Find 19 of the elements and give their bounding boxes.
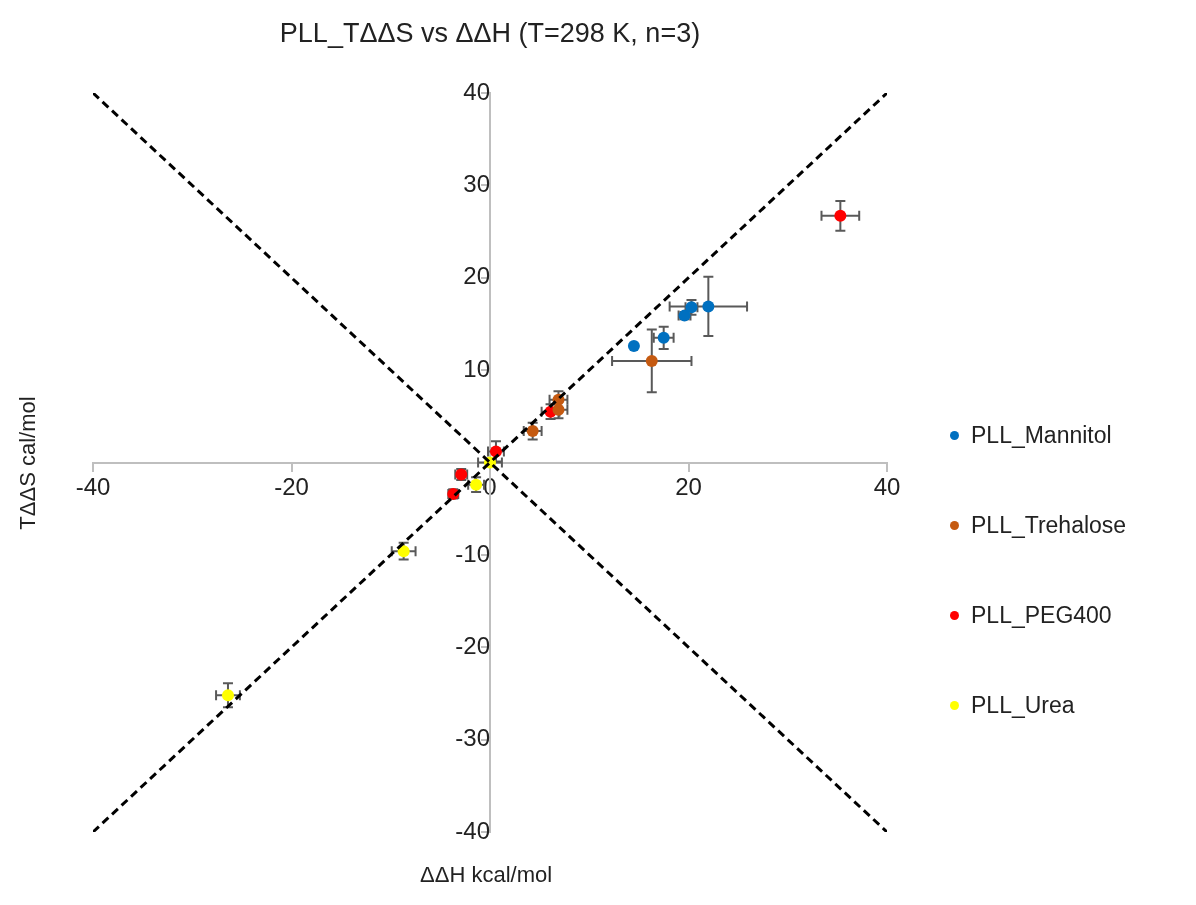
- y-tick-label: -40: [455, 816, 490, 844]
- x-tick-label: 40: [873, 472, 901, 500]
- x-tick-label: 20: [675, 472, 702, 500]
- x-axis-title: ΔΔH kcal/mol: [420, 862, 553, 888]
- x-tick-label: -40: [75, 472, 111, 500]
- chart-title: PLL_TΔΔS vs ΔΔH (T=298 K, n=3): [278, 18, 702, 49]
- y-tick-label: 20: [463, 262, 490, 290]
- y-tick-label: -10: [455, 539, 490, 567]
- y-tick-label: 30: [463, 170, 490, 197]
- y-tick-label: -30: [455, 724, 490, 752]
- y-axis-title: TΔΔS cal/mol: [15, 396, 41, 530]
- legend-label: PLL_PEG400: [971, 601, 1112, 629]
- y-tick-label: 40: [463, 77, 490, 105]
- x-tick-label: -20: [274, 472, 309, 500]
- legend-label: PLL_Urea: [971, 691, 1075, 719]
- y-tick-label: -20: [455, 631, 490, 659]
- legend-label: PLL_Mannitol: [971, 421, 1112, 449]
- legend-label: PLL_Trehalose: [971, 511, 1127, 539]
- y-tick-label: 10: [463, 354, 490, 382]
